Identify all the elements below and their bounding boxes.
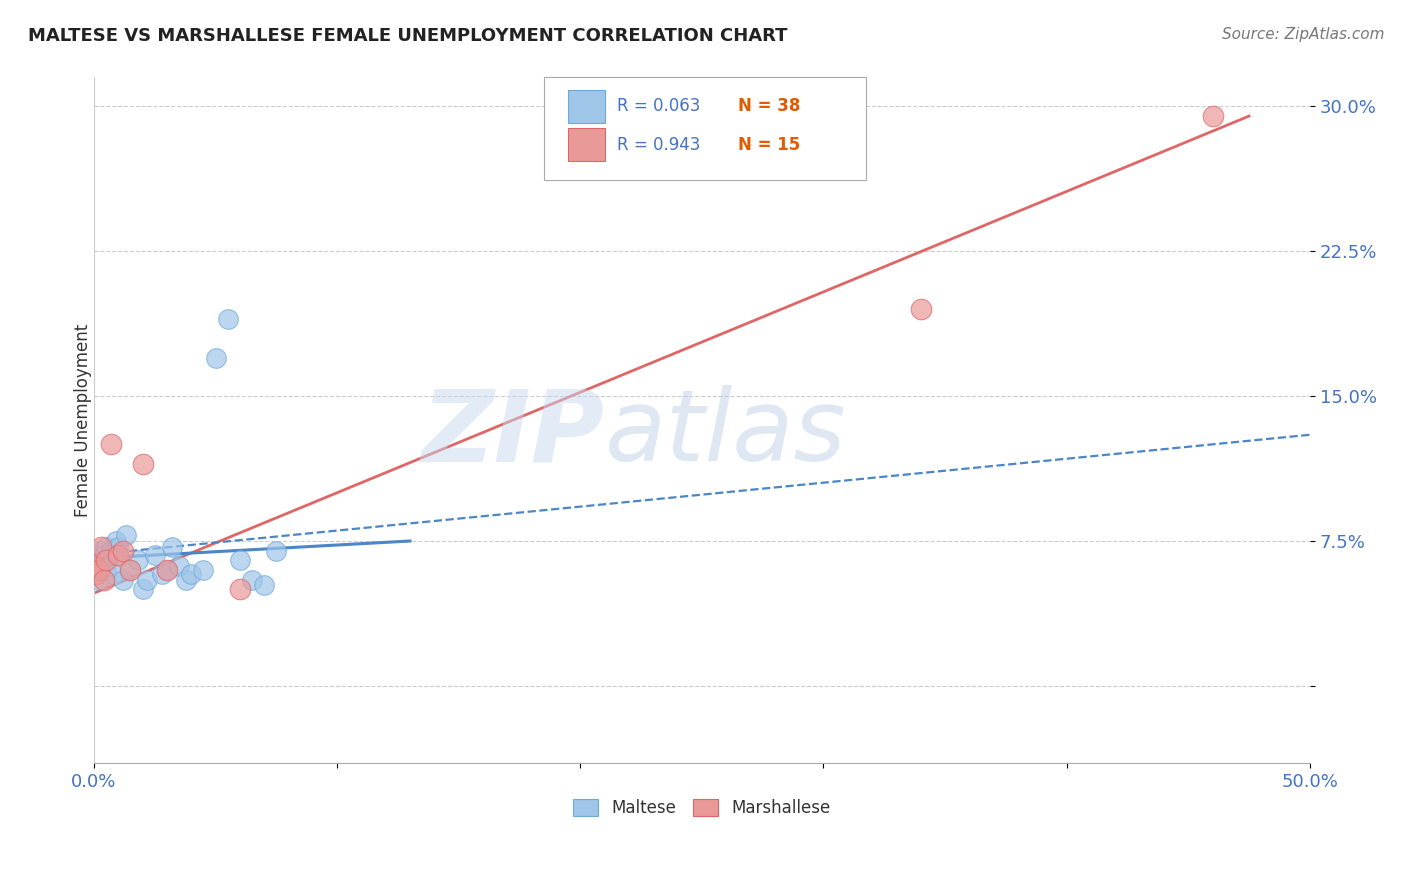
Point <box>160 540 183 554</box>
Point <box>93 573 115 587</box>
Point <box>107 548 129 562</box>
FancyBboxPatch shape <box>544 78 866 180</box>
Point <box>136 573 159 587</box>
Text: MALTESE VS MARSHALLESE FEMALE UNEMPLOYMENT CORRELATION CHART: MALTESE VS MARSHALLESE FEMALE UNEMPLOYME… <box>28 27 787 45</box>
Point <box>180 566 202 581</box>
FancyBboxPatch shape <box>568 90 605 123</box>
Point <box>107 540 129 554</box>
Point <box>229 582 252 597</box>
Point <box>93 548 115 562</box>
Point <box>100 437 122 451</box>
Point <box>120 563 142 577</box>
Point <box>90 559 112 574</box>
Point <box>107 548 129 562</box>
Point <box>90 543 112 558</box>
Y-axis label: Female Unemployment: Female Unemployment <box>75 324 91 516</box>
Point <box>167 559 190 574</box>
Point <box>131 582 153 597</box>
Point <box>910 302 932 317</box>
Point <box>90 540 112 554</box>
Point <box>104 534 127 549</box>
Point <box>112 543 135 558</box>
Point <box>87 573 110 587</box>
Point <box>120 563 142 577</box>
Point <box>87 563 110 577</box>
Point <box>143 548 166 562</box>
Point <box>156 563 179 577</box>
Point <box>176 573 198 587</box>
Point <box>83 557 105 571</box>
Point <box>94 540 117 554</box>
Point <box>217 311 239 326</box>
Text: N = 38: N = 38 <box>738 97 801 115</box>
Point <box>103 566 125 581</box>
Text: atlas: atlas <box>605 385 846 483</box>
FancyBboxPatch shape <box>568 128 605 161</box>
Point <box>266 543 288 558</box>
Point <box>1201 109 1223 123</box>
Point <box>87 548 110 562</box>
Point <box>127 553 149 567</box>
Point <box>229 553 252 567</box>
Text: ZIP: ZIP <box>422 385 605 483</box>
Point <box>240 573 263 587</box>
Point <box>253 578 276 592</box>
Point <box>112 573 135 587</box>
Point <box>100 543 122 558</box>
Point <box>114 528 136 542</box>
Text: R = 0.943: R = 0.943 <box>617 136 700 153</box>
Text: R = 0.063: R = 0.063 <box>617 97 700 115</box>
Point <box>97 551 120 566</box>
Legend: Maltese, Marshallese: Maltese, Marshallese <box>567 792 838 823</box>
Point <box>86 566 108 581</box>
Point <box>204 351 226 365</box>
Text: Source: ZipAtlas.com: Source: ZipAtlas.com <box>1222 27 1385 42</box>
Point <box>150 566 173 581</box>
Text: N = 15: N = 15 <box>738 136 800 153</box>
Point <box>131 457 153 471</box>
Point <box>86 553 108 567</box>
Point <box>83 563 105 577</box>
Point <box>193 563 215 577</box>
Point <box>83 557 105 571</box>
Point <box>156 563 179 577</box>
Point <box>94 553 117 567</box>
Point <box>94 563 117 577</box>
Point <box>83 551 105 566</box>
Point <box>86 566 108 581</box>
